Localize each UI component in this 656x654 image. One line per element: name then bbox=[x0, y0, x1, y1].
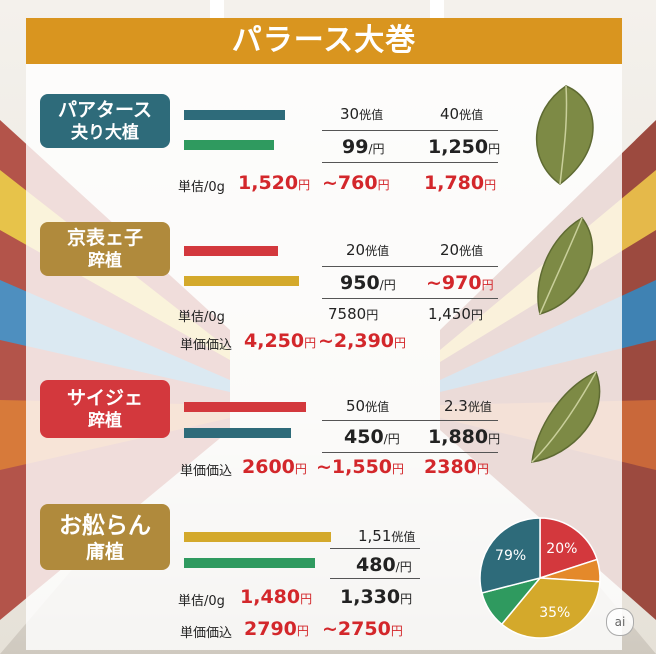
ai-watermark-badge: ai bbox=[606, 608, 634, 636]
product-badge-4-line1: お舩らん bbox=[59, 513, 151, 539]
price-value: 450/円 bbox=[344, 426, 400, 448]
product-badge-2-line2: 踤植 bbox=[88, 251, 122, 271]
tax-price-value: 2600円 bbox=[242, 456, 307, 478]
divider bbox=[330, 578, 420, 579]
product-badge-1-line2: 夬り大植 bbox=[71, 123, 139, 143]
divider bbox=[322, 420, 498, 421]
price-bar bbox=[184, 402, 306, 412]
divider bbox=[322, 130, 498, 131]
divider bbox=[322, 298, 498, 299]
unit-price-value: ~760円 bbox=[322, 172, 390, 194]
count-value: 20侊值 bbox=[440, 241, 484, 259]
tax-price-label: 単価価込 bbox=[180, 464, 233, 479]
share-pie-chart: 20% 35% 79% bbox=[479, 517, 601, 639]
tax-price-value: ~2,390円 bbox=[318, 330, 407, 352]
tax-price-value: 2380円 bbox=[424, 456, 489, 478]
product-badge-3-line2: 踤植 bbox=[88, 411, 122, 431]
unit-price-value: 1,480円 bbox=[240, 586, 313, 608]
price-value: 99/円 bbox=[342, 136, 385, 158]
pie-slice-label: 35% bbox=[539, 605, 570, 621]
unit-price-value: 7580円 bbox=[328, 305, 379, 323]
divider bbox=[330, 548, 420, 549]
pie-slice-label: 79% bbox=[495, 548, 526, 564]
price-bar bbox=[184, 558, 315, 568]
product-badge-4: お舩らん 庯植 bbox=[40, 504, 170, 570]
pie-slice bbox=[479, 517, 541, 594]
product-badge-3: サイジェ 踤植 bbox=[40, 380, 170, 438]
price-bar bbox=[184, 428, 291, 438]
tax-price-value: 4,250円 bbox=[244, 330, 317, 352]
tax-price-value: ~2750円 bbox=[322, 618, 403, 640]
unit-price-label: 単佶/0g bbox=[178, 310, 225, 325]
product-badge-1: パアタース 夬り大植 bbox=[40, 94, 170, 148]
count-value: 40侊值 bbox=[440, 105, 484, 123]
product-badge-1-line1: パアタース bbox=[57, 99, 153, 121]
price-value: 1,880円 bbox=[428, 426, 501, 448]
divider bbox=[322, 452, 498, 453]
price-bar bbox=[184, 110, 285, 120]
divider bbox=[322, 162, 498, 163]
price-value: 480/円 bbox=[356, 554, 412, 576]
price-bar bbox=[184, 246, 278, 256]
pie-slice bbox=[500, 577, 601, 639]
product-badge-2-line1: 京表ェ子 bbox=[66, 227, 143, 249]
bay-leaf-icon bbox=[531, 370, 601, 463]
tax-price-label: 単価価込 bbox=[180, 338, 233, 353]
tax-price-value: 2790円 bbox=[244, 618, 309, 640]
unit-price-label: 単佶/0g bbox=[178, 594, 225, 609]
pie-slice-label: 20% bbox=[546, 541, 577, 557]
tax-price-value: ~1,550円 bbox=[316, 456, 405, 478]
price-bar bbox=[184, 276, 299, 286]
price-value: 1,250円 bbox=[428, 136, 501, 158]
pie-slice bbox=[539, 517, 599, 580]
unit-price-value: 1,780円 bbox=[424, 172, 497, 194]
unit-price-value: 1,330円 bbox=[340, 586, 413, 608]
count-value: 20侊值 bbox=[346, 241, 390, 259]
product-badge-3-line1: サイジェ bbox=[66, 387, 143, 409]
product-badge-2: 京表ェ子 踤植 bbox=[40, 222, 170, 276]
tax-price-label: 単価価込 bbox=[180, 626, 233, 641]
price-value: ~970円 bbox=[426, 272, 494, 294]
bay-leaf-icon bbox=[537, 217, 594, 315]
price-value: 950/円 bbox=[340, 272, 396, 294]
count-value: 50侊值 bbox=[346, 397, 390, 415]
count-value: 1,51侊值 bbox=[358, 527, 416, 545]
product-badge-4-line2: 庯植 bbox=[85, 541, 124, 563]
unit-price-value: 1,450円 bbox=[428, 305, 483, 323]
price-bar bbox=[184, 140, 274, 150]
divider bbox=[322, 266, 498, 267]
unit-price-label: 単佶/0g bbox=[178, 180, 225, 195]
count-value: 2.3侊值 bbox=[444, 397, 492, 415]
price-bar bbox=[184, 532, 331, 542]
bay-leaf-icon bbox=[536, 85, 594, 185]
unit-price-value: 1,520円 bbox=[238, 172, 311, 194]
count-value: 30侊值 bbox=[340, 105, 384, 123]
page-title: パラース大巻 bbox=[26, 18, 622, 64]
